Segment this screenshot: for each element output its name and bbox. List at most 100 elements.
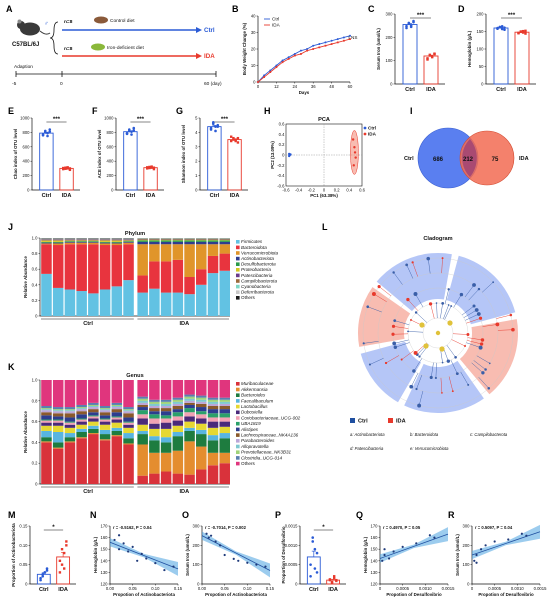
K-segment [123, 438, 134, 444]
K-segment [76, 411, 87, 415]
l-branch [467, 340, 482, 345]
Q-point [401, 545, 404, 548]
N-ytick-label: 140 [101, 558, 109, 563]
J-segment [137, 244, 148, 276]
K-segment [88, 415, 99, 417]
K-legend-swatch [236, 456, 240, 460]
K-segment [123, 417, 134, 422]
J-group-label-ctrl: Ctrl [83, 321, 93, 327]
K-segment [76, 407, 87, 409]
iron-food-pellet-icon [91, 43, 105, 51]
K-segment [184, 474, 195, 484]
l-node [451, 390, 454, 393]
P-point [315, 551, 319, 555]
h-ytick-label: 0.2 [279, 142, 285, 147]
J-segment [149, 239, 160, 241]
B-ytick-label: 30 [251, 30, 256, 35]
J-legend-label: Campilobacterota [241, 278, 277, 283]
h-legend-swatch [363, 132, 367, 136]
P-point [332, 575, 336, 578]
Q-xtick-label: 0.0015 [442, 586, 455, 591]
J-segment [219, 244, 230, 254]
l-branch [416, 374, 423, 390]
F-bar-ctrl [123, 131, 138, 191]
l-branch [440, 303, 443, 319]
J-segment [123, 241, 134, 242]
K-segment [76, 418, 87, 420]
K-segment [172, 406, 184, 410]
J-segment [207, 238, 219, 240]
E-point [46, 134, 49, 138]
K-legend-label: Clostridia_UCG-014 [241, 455, 283, 460]
K-segment [76, 380, 87, 405]
D-point [524, 29, 527, 32]
N-point [136, 559, 139, 562]
l-node [477, 287, 481, 291]
K-segment [207, 427, 219, 436]
G-point [234, 138, 237, 141]
K-segment [160, 452, 172, 472]
J-segment [149, 238, 160, 240]
K-segment [172, 412, 184, 417]
J-segment [123, 239, 134, 241]
J-legend-swatch [236, 279, 240, 283]
J-ytick-label: 0.2 [32, 298, 38, 303]
b-xtick-label: 60 [348, 84, 353, 89]
J-ytick-label: 0.6 [32, 267, 38, 272]
J-legend-swatch [236, 245, 240, 250]
K-segment [149, 423, 160, 429]
K-segment [196, 403, 207, 408]
J-title: Phylum [125, 231, 145, 237]
K-legend-swatch [236, 444, 240, 449]
K-segment [76, 437, 87, 439]
l-node [459, 292, 464, 297]
Q-ytick-label: 140 [371, 558, 379, 563]
E-point [48, 130, 52, 133]
Q-confidence-band [380, 527, 448, 563]
F-ytick-label: 200 [107, 173, 115, 178]
M-point [39, 576, 42, 580]
E-point [68, 167, 72, 170]
M-point [65, 540, 68, 543]
B-ylabel: Body Weight Change (%) [242, 22, 247, 75]
J-segment [52, 241, 64, 243]
K-segment [111, 412, 123, 417]
M-ytick-label: 0.05 [19, 562, 28, 567]
K-segment [184, 430, 195, 442]
K-legend-label: Bacteroides [241, 393, 266, 398]
K-segment [88, 416, 99, 419]
E-point [62, 166, 65, 170]
K-segment [149, 436, 160, 441]
K-segment [76, 424, 87, 429]
h-point-ida [354, 156, 357, 159]
K-segment [123, 421, 134, 423]
l-branch [435, 362, 437, 378]
C-ytick-label: 0 [390, 82, 393, 87]
l-branch [373, 293, 387, 302]
O-ylabel: Serum Iron (umol/L) [185, 534, 190, 576]
l-branch [497, 329, 513, 331]
Q-fit-line [379, 533, 449, 559]
R-xtick-label: 0.0015 [534, 586, 547, 591]
l-node [481, 371, 485, 375]
G-ytick-label: 4 [195, 130, 198, 135]
b-point [263, 74, 266, 77]
J-segment [219, 239, 230, 241]
F-ytick-label: 0 [111, 188, 114, 193]
panel-n: 120 130 140 150 160 170 Hemoglobin (g/L) 0.00 0.… [93, 524, 183, 598]
C-point [409, 25, 413, 29]
K-legend-swatch [236, 421, 240, 426]
K-ytick-label: 0.2 [32, 461, 38, 466]
K-segment [88, 434, 99, 484]
J-segment [52, 240, 64, 242]
l-clade-sector [404, 360, 484, 413]
K-segment [160, 408, 172, 412]
K-segment [99, 424, 111, 430]
K-segment [41, 409, 52, 411]
J-segment [99, 245, 111, 290]
b-point [306, 48, 309, 50]
K-segment [196, 429, 207, 435]
G-category-label: IDA [230, 193, 240, 199]
R-ytick-label: 200 [463, 543, 471, 548]
K-segment [111, 436, 123, 484]
